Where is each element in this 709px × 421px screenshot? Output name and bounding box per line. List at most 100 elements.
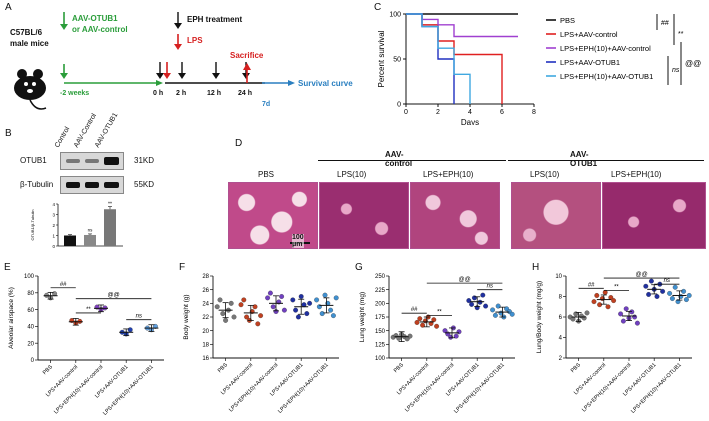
otub1-band-label: OTUB1 xyxy=(20,156,47,165)
data-point xyxy=(244,314,250,320)
lps-label: LPS xyxy=(187,36,203,45)
sig-star-label: ** xyxy=(108,202,112,208)
x-tick-label: 0 xyxy=(404,109,408,116)
x-tick-label: PBS xyxy=(42,364,54,376)
panel-label-b: B xyxy=(5,128,12,139)
data-point xyxy=(304,311,310,317)
sig-ss: ** xyxy=(437,309,442,315)
panel-label-f: F xyxy=(179,262,186,273)
x-tick-label: 2 xyxy=(436,109,440,116)
data-point xyxy=(252,304,258,310)
col-label-lps-otub1: LPS(10) xyxy=(530,170,560,179)
sig-hh: ## xyxy=(411,307,418,313)
lane-label-control: Control xyxy=(53,125,72,149)
data-point xyxy=(654,294,660,299)
data-point xyxy=(328,307,334,313)
data-point xyxy=(611,298,617,304)
x-tick-label: LPS+EPH(10)+AAV-OTUB1 xyxy=(453,362,506,415)
y-tick-label: 80 xyxy=(27,291,34,297)
y-tick-label: 200 xyxy=(375,302,386,308)
y-tick-label: 20 xyxy=(202,329,209,335)
panel-label-h: H xyxy=(532,262,540,273)
series-line-5 xyxy=(406,13,471,104)
data-point xyxy=(480,292,486,298)
data-point xyxy=(632,314,638,320)
histology-image-pbs xyxy=(228,182,318,249)
y-tick-label: 100 xyxy=(375,356,386,362)
sig-ss: ** xyxy=(678,31,684,38)
data-point xyxy=(602,289,608,295)
y-tick-label: 225 xyxy=(375,288,386,294)
legend-label-4: LPS+AAV-OTUB1 xyxy=(560,58,620,67)
x-tick-label: PBS xyxy=(570,362,582,374)
x-tick-label: LPS+EPH(10)+AAV-control xyxy=(228,362,279,413)
data-point xyxy=(330,313,336,319)
y-axis-label: Body weight (g) xyxy=(183,294,190,339)
data-point xyxy=(319,311,325,317)
y-tick-label: 2 xyxy=(559,356,563,362)
otub1-kd-label: 31KD xyxy=(134,156,155,165)
legend-label-5: LPS+EPH(10)+AAV-OTUB1 xyxy=(560,72,653,81)
y-tick-label: 150 xyxy=(375,329,386,335)
data-point xyxy=(295,314,301,320)
y-tick-label: 0 xyxy=(31,358,35,364)
y-tick-label: 10 xyxy=(555,274,562,280)
y-tick-label: 4 xyxy=(52,202,55,207)
sig-ns: ns xyxy=(487,284,493,290)
y-tick-label: 22 xyxy=(202,315,209,321)
data-point xyxy=(594,293,600,298)
y-axis-label: Lung weight (mg) xyxy=(359,292,366,342)
data-point xyxy=(434,323,440,329)
sig-hh: ## xyxy=(60,282,67,288)
lung-weight-chart: 100 125 150 175 200 225 250 Lung weight (mg) PBS… xyxy=(359,274,515,415)
sig-ns: ns xyxy=(672,67,680,74)
time-2h: 2 h xyxy=(176,90,187,97)
y-axis-label: OTUB1/β-Tubulin xyxy=(30,209,35,240)
data-point xyxy=(581,315,587,321)
data-point xyxy=(238,302,244,308)
data-point xyxy=(214,304,220,310)
data-point xyxy=(492,312,498,318)
y-tick-label: 50 xyxy=(393,57,401,64)
data-point xyxy=(293,307,299,313)
group-header-line-aav-control xyxy=(318,160,506,161)
data-point xyxy=(270,304,276,310)
y-tick-label: 20 xyxy=(27,341,34,347)
data-point xyxy=(646,292,652,297)
y-tick-label: 175 xyxy=(375,315,386,321)
bar-1 xyxy=(64,235,76,246)
data-point xyxy=(431,317,437,323)
series-line-4 xyxy=(406,13,455,104)
panel-label-d: D xyxy=(235,138,243,149)
sig-aa: @@ xyxy=(636,272,648,278)
y-tick-label: 26 xyxy=(202,288,209,294)
y-axis-label: Percent survival xyxy=(377,30,386,87)
time-0h: 0 h xyxy=(153,90,164,97)
sig-aa: @@ xyxy=(459,277,471,283)
x-tick-label: LPS+EPH(10)+AAV-control xyxy=(404,362,455,413)
data-point xyxy=(597,302,603,308)
panel-label-c: C xyxy=(374,2,382,13)
data-point xyxy=(333,295,339,301)
col-label-lps-eph-otub1: LPS+EPH(10) xyxy=(611,170,662,179)
data-point xyxy=(223,317,229,323)
legend-label-1: PBS xyxy=(560,16,575,25)
y-tick-label: 1 xyxy=(52,234,55,239)
data-point xyxy=(667,290,673,296)
data-point xyxy=(660,288,666,294)
sig-ss: ** xyxy=(86,307,91,313)
data-point xyxy=(217,297,223,303)
data-point xyxy=(490,307,496,313)
y-tick-label: 24 xyxy=(202,302,209,308)
data-point xyxy=(281,307,287,313)
histology-image-lps-ctrl xyxy=(319,182,409,249)
scale-bar-label: 100 μm xyxy=(292,234,304,248)
data-point xyxy=(420,322,426,328)
data-point xyxy=(152,323,158,329)
data-point xyxy=(584,310,590,316)
panel-label-e: E xyxy=(4,262,11,273)
y-axis-label: Alveolar airspace (%) xyxy=(8,287,15,349)
histology-image-lps-otub1 xyxy=(511,182,601,249)
data-point xyxy=(322,292,328,298)
